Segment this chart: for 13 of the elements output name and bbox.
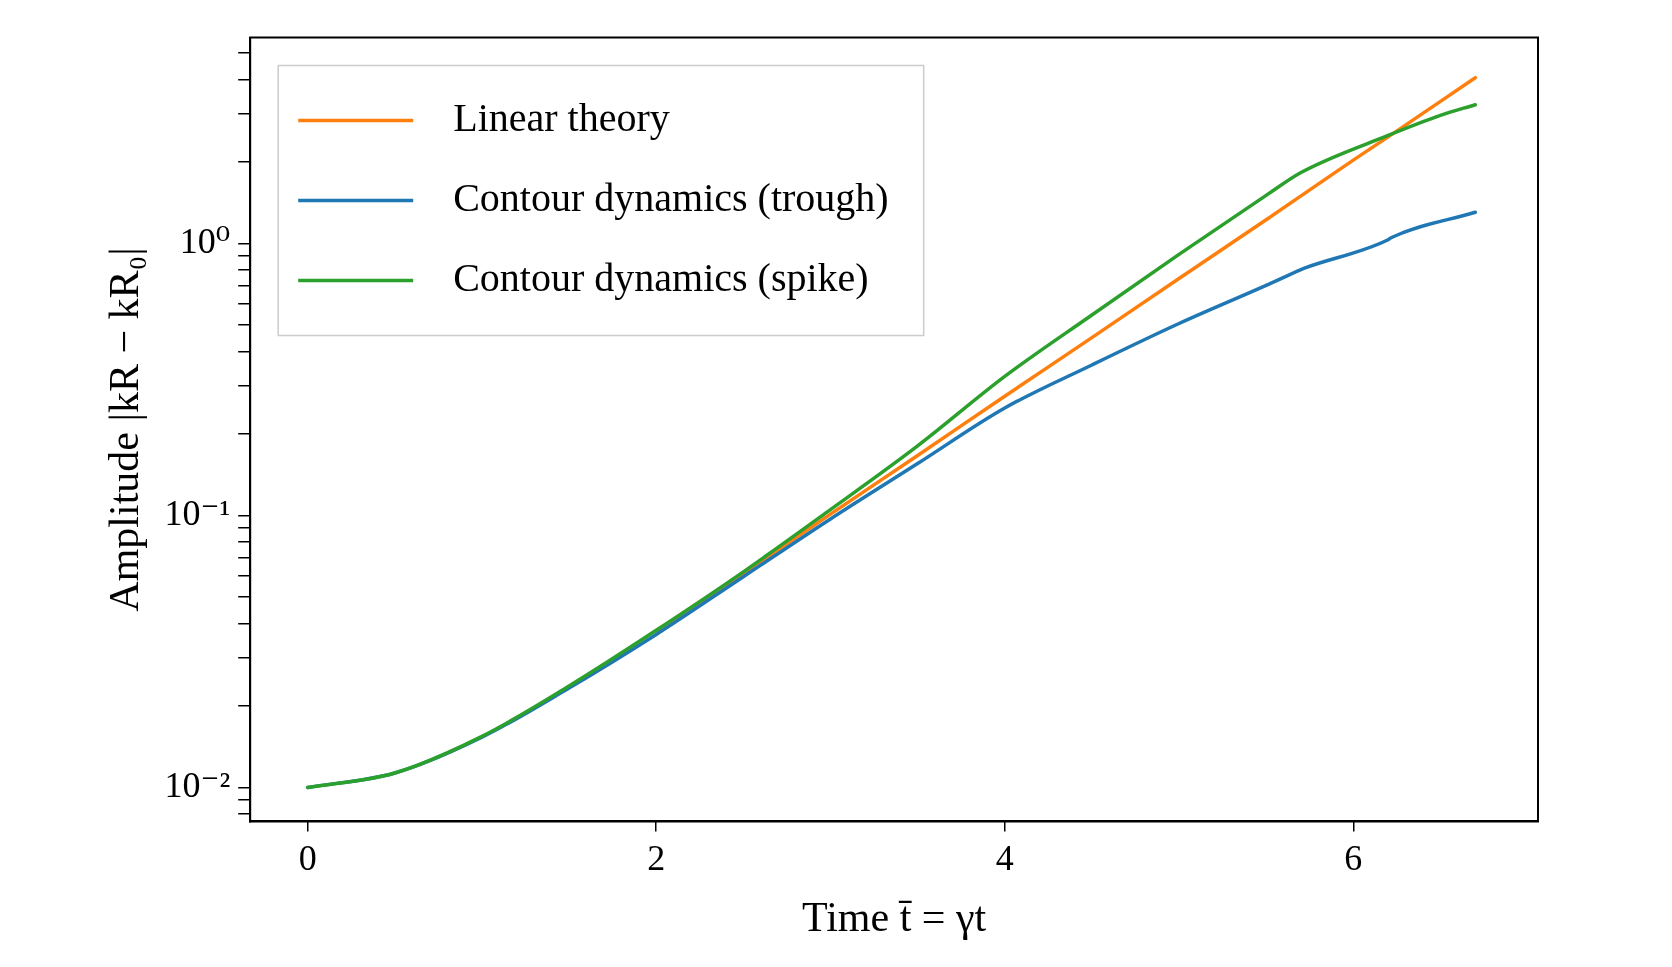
legend-label: Contour dynamics (spike) xyxy=(453,255,869,301)
legend-label: Linear theory xyxy=(453,95,670,141)
x-tick-label: 6 xyxy=(1344,838,1363,879)
line-series xyxy=(305,102,1478,790)
x-tick-label: 0 xyxy=(298,838,317,879)
legend-label: Contour dynamics (trough) xyxy=(453,175,889,221)
y-tick-label: 10⁰ xyxy=(179,220,231,261)
y-tick-label: 10⁻¹ xyxy=(164,492,231,533)
y-axis-title: Amplitude |kR − kR₀| xyxy=(101,247,148,612)
x-tick-label: 2 xyxy=(647,838,666,879)
x-axis-title: Time t̄ = γt xyxy=(801,893,987,940)
y-tick-label: 10⁻² xyxy=(164,764,231,805)
x-tick-label: 4 xyxy=(995,838,1014,879)
